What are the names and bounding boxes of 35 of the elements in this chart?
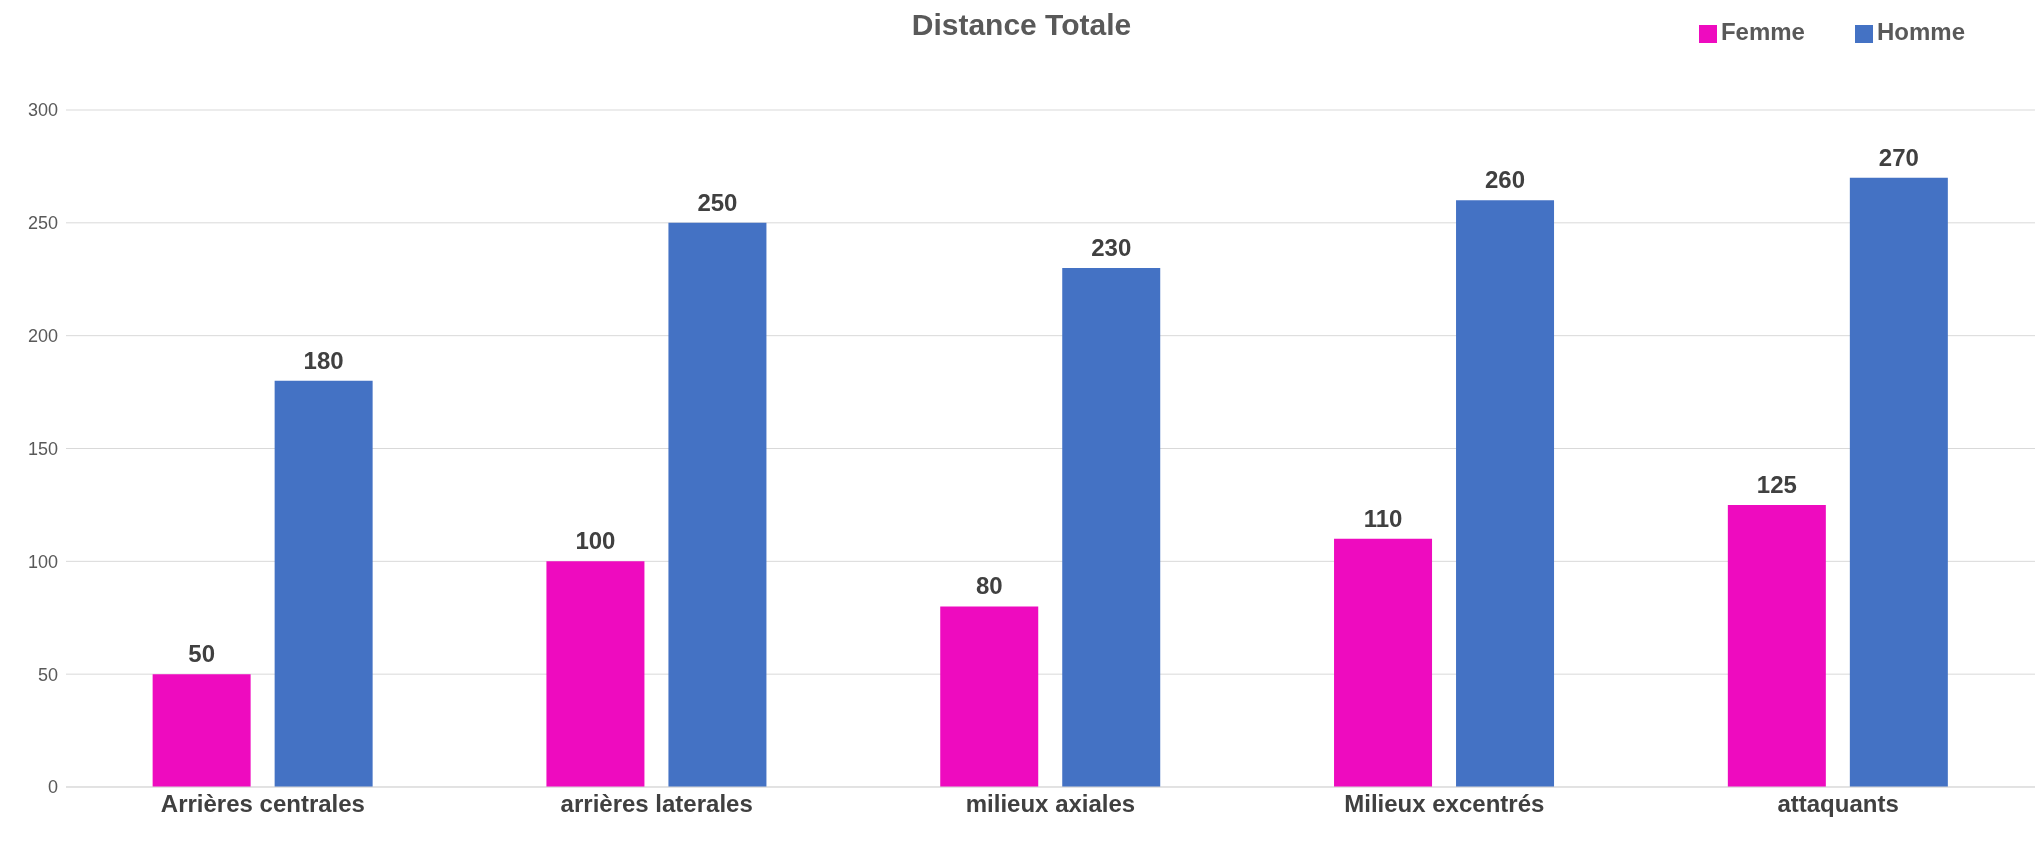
bar <box>274 380 373 787</box>
y-tick-label: 100 <box>27 551 58 572</box>
y-tick-label: 250 <box>27 213 58 234</box>
bar <box>1062 267 1161 787</box>
bar <box>1456 200 1555 787</box>
bar <box>1849 177 1948 787</box>
y-tick-label: 150 <box>27 438 58 459</box>
data-label: 250 <box>697 188 738 216</box>
data-label: 80 <box>975 572 1003 600</box>
x-tick-label: Arrières centrales <box>160 790 365 818</box>
legend-label: Homme <box>1876 18 1965 45</box>
y-tick-label: 0 <box>47 777 58 798</box>
y-tick-label: 50 <box>37 664 58 685</box>
bar <box>152 674 251 787</box>
x-tick-label: Milieux excentrés <box>1344 790 1545 818</box>
bar <box>668 222 767 787</box>
chart-title: Distance Totale <box>911 8 1132 41</box>
data-label: 125 <box>1756 470 1797 498</box>
bar <box>1334 538 1433 787</box>
data-label: 50 <box>188 640 215 668</box>
bar <box>546 561 645 787</box>
y-tick-label: 300 <box>27 100 58 121</box>
data-label: 230 <box>1091 233 1132 261</box>
bar <box>940 606 1039 787</box>
data-label: 110 <box>1363 504 1403 532</box>
data-label: 260 <box>1485 166 1526 194</box>
bar <box>1727 504 1826 787</box>
data-label: 100 <box>575 527 616 555</box>
data-label: 180 <box>303 346 344 374</box>
data-label: 270 <box>1878 143 1919 171</box>
y-tick-label: 200 <box>27 326 58 347</box>
legend-label: Femme <box>1720 18 1805 45</box>
x-tick-label: attaquants <box>1777 790 1899 818</box>
x-tick-label: arrières laterales <box>560 790 753 818</box>
x-tick-label: milieux axiales <box>965 790 1136 818</box>
